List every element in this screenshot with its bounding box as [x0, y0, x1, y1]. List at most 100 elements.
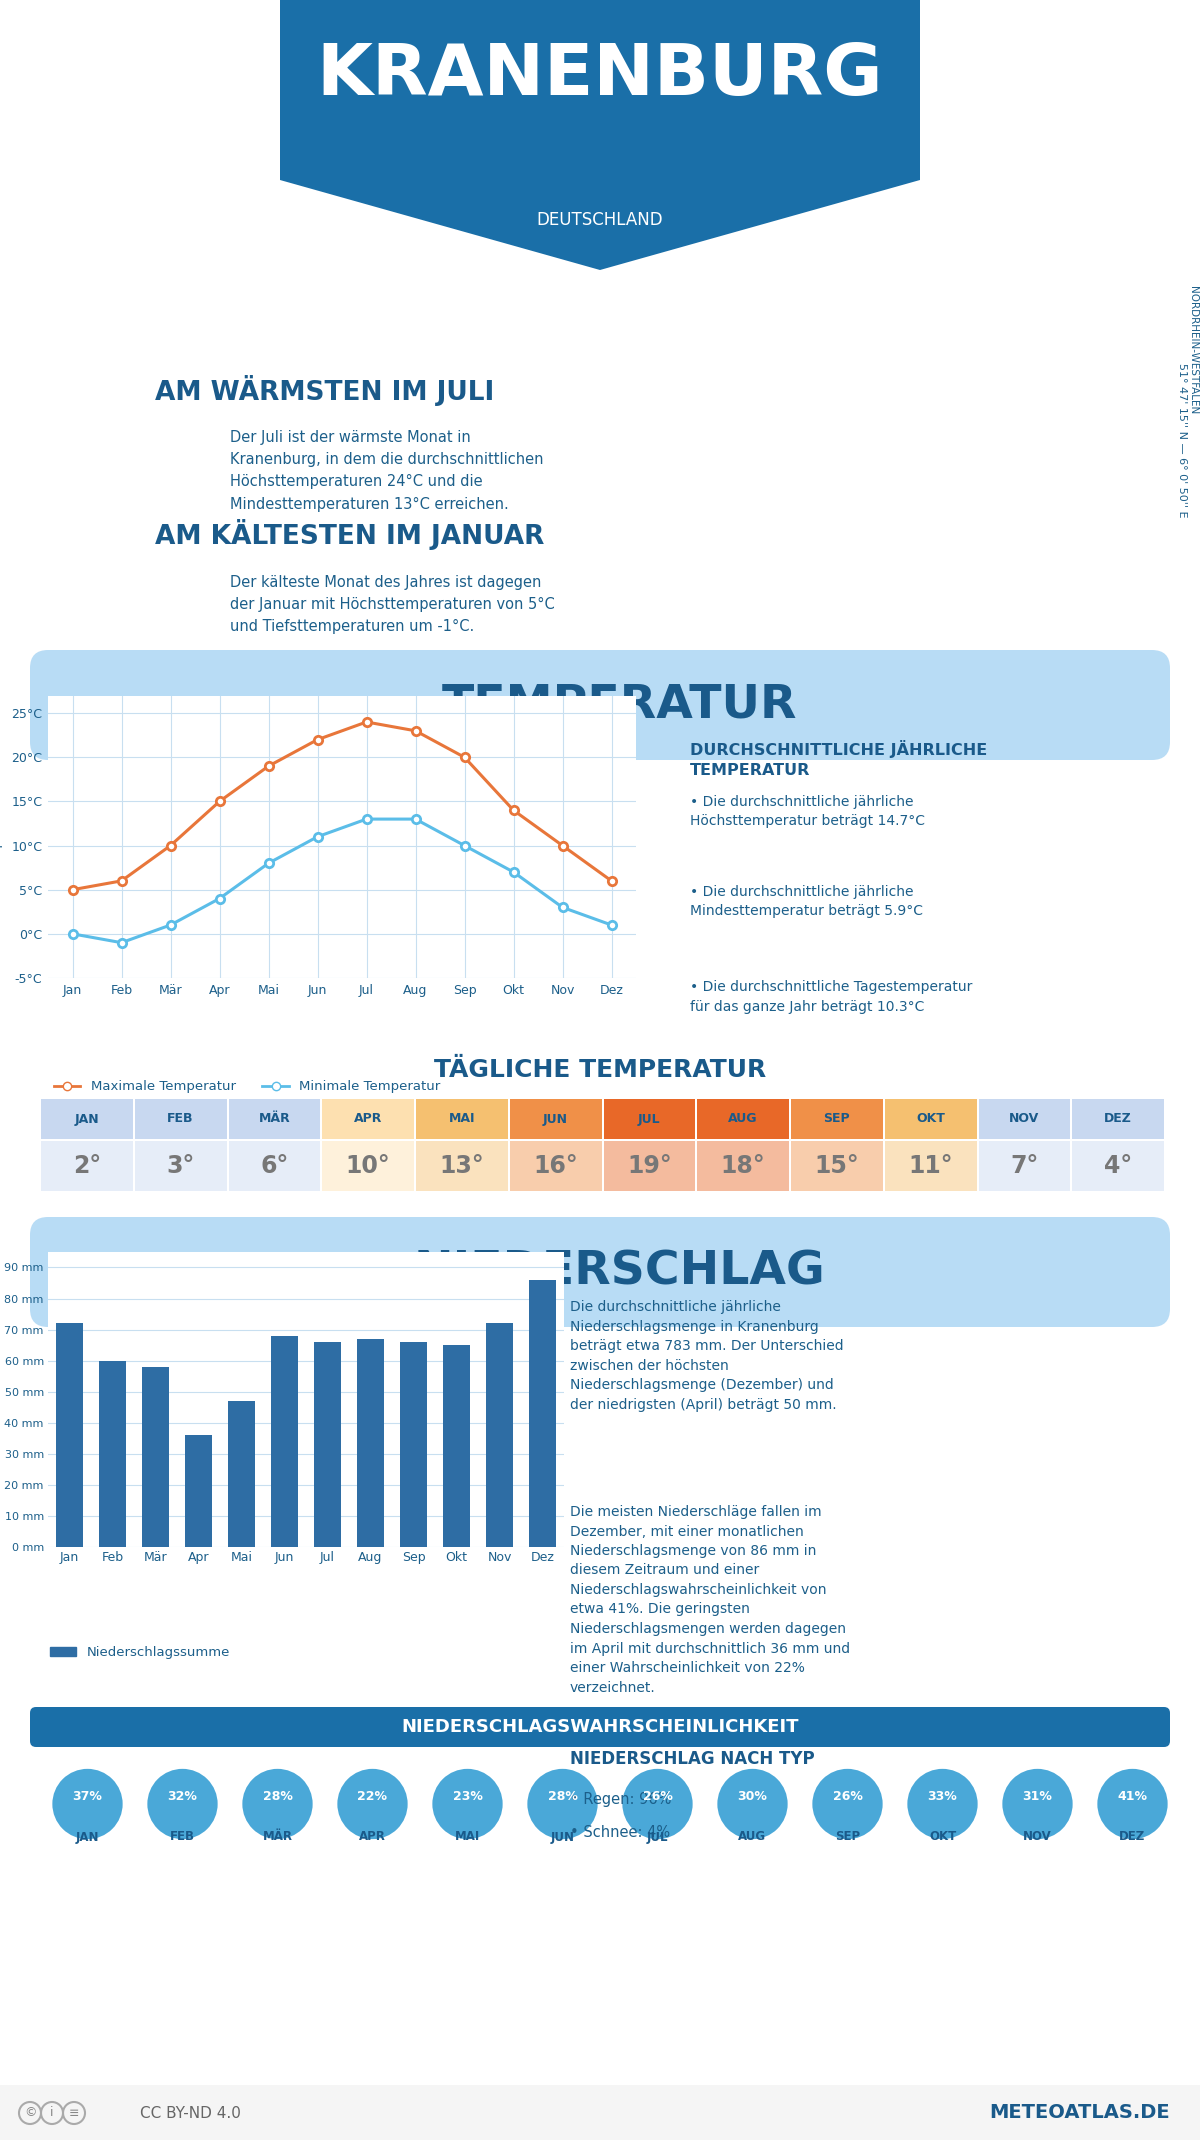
- Text: METEOATLAS.DE: METEOATLAS.DE: [989, 2104, 1170, 2123]
- Bar: [416, 1098, 508, 1141]
- Circle shape: [623, 1770, 692, 1838]
- Text: AUG: AUG: [738, 1830, 767, 1843]
- Bar: [416, 1141, 508, 1192]
- Text: APR: APR: [359, 1830, 386, 1843]
- Text: 26%: 26%: [642, 1791, 672, 1804]
- Bar: [323, 1098, 414, 1141]
- Bar: [0, 2084, 1200, 2140]
- Circle shape: [337, 1770, 408, 1838]
- Bar: [884, 1141, 977, 1192]
- Circle shape: [907, 1770, 978, 1838]
- Text: AUG: AUG: [728, 1113, 758, 1126]
- Text: AM KÄLTESTEN IM JANUAR: AM KÄLTESTEN IM JANUAR: [155, 520, 545, 550]
- Text: TEMPERATUR: TEMPERATUR: [443, 683, 798, 728]
- Bar: [510, 1098, 601, 1141]
- Bar: [356, 1340, 384, 1547]
- Text: AM WÄRMSTEN IM JULI: AM WÄRMSTEN IM JULI: [155, 374, 494, 404]
- Text: 15°: 15°: [815, 1153, 859, 1177]
- Bar: [528, 1280, 557, 1547]
- Bar: [134, 1141, 227, 1192]
- Text: 41%: 41%: [1117, 1791, 1147, 1804]
- Bar: [1073, 1098, 1164, 1141]
- Bar: [185, 1436, 212, 1547]
- Bar: [697, 1141, 790, 1192]
- Bar: [55, 1323, 84, 1547]
- Text: Der Juli ist der wärmste Monat in
Kranenburg, in dem die durchschnittlichen
Höch: Der Juli ist der wärmste Monat in Kranen…: [230, 430, 544, 511]
- Text: JAN: JAN: [74, 1113, 100, 1126]
- Text: OKT: OKT: [916, 1113, 946, 1126]
- Bar: [791, 1141, 883, 1192]
- Text: DEUTSCHLAND: DEUTSCHLAND: [536, 212, 664, 229]
- Bar: [443, 1346, 470, 1547]
- Text: 6°: 6°: [260, 1153, 288, 1177]
- Bar: [400, 1342, 427, 1547]
- Bar: [134, 1098, 227, 1141]
- Text: 18°: 18°: [721, 1153, 766, 1177]
- Bar: [270, 1335, 299, 1547]
- Text: KRANENBURG: KRANENBURG: [317, 41, 883, 109]
- Bar: [510, 1141, 601, 1192]
- Text: 30%: 30%: [738, 1791, 768, 1804]
- Polygon shape: [280, 0, 920, 270]
- Bar: [228, 1402, 256, 1547]
- Y-axis label: Temperatur: Temperatur: [0, 800, 4, 873]
- Text: NIEDERSCHLAG NACH TYP: NIEDERSCHLAG NACH TYP: [570, 1751, 815, 1768]
- Text: Die meisten Niederschläge fallen im
Dezember, mit einer monatlichen
Niederschlag: Die meisten Niederschläge fallen im Deze…: [570, 1504, 850, 1695]
- Text: NORDRHEIN-WESTFALEN: NORDRHEIN-WESTFALEN: [1188, 287, 1198, 415]
- Bar: [884, 1098, 977, 1141]
- Circle shape: [812, 1770, 883, 1838]
- Text: MÄR: MÄR: [258, 1113, 290, 1126]
- Text: ©: ©: [24, 2106, 36, 2119]
- Bar: [323, 1141, 414, 1192]
- Text: JUN: JUN: [551, 1830, 575, 1843]
- Text: MÄR: MÄR: [263, 1830, 293, 1843]
- Text: JUL: JUL: [638, 1113, 661, 1126]
- Text: JAN: JAN: [76, 1830, 100, 1843]
- Text: 28%: 28%: [547, 1791, 577, 1804]
- Bar: [604, 1098, 695, 1141]
- Text: 13°: 13°: [439, 1153, 485, 1177]
- Circle shape: [718, 1770, 787, 1838]
- Text: 16°: 16°: [533, 1153, 578, 1177]
- Text: MAI: MAI: [455, 1830, 480, 1843]
- Text: 28%: 28%: [263, 1791, 293, 1804]
- Circle shape: [148, 1770, 217, 1838]
- Text: • Schnee: 4%: • Schnee: 4%: [570, 1825, 670, 1840]
- Bar: [228, 1098, 320, 1141]
- Text: • Die durchschnittliche jährliche
Mindesttemperatur beträgt 5.9°C: • Die durchschnittliche jährliche Mindes…: [690, 886, 923, 918]
- Text: 51° 47' 15'' N — 6° 0' 50'' E: 51° 47' 15'' N — 6° 0' 50'' E: [1177, 364, 1187, 518]
- Bar: [98, 1361, 126, 1547]
- Bar: [142, 1367, 169, 1547]
- Circle shape: [432, 1770, 503, 1838]
- Text: 31%: 31%: [1022, 1791, 1052, 1804]
- Text: Die durchschnittliche jährliche
Niederschlagsmenge in Kranenburg
beträgt etwa 78: Die durchschnittliche jährliche Niedersc…: [570, 1299, 844, 1412]
- Text: 2°: 2°: [73, 1153, 101, 1177]
- Text: 32%: 32%: [168, 1791, 198, 1804]
- Bar: [41, 1141, 133, 1192]
- Text: NOV: NOV: [1009, 1113, 1039, 1126]
- Text: JUN: JUN: [544, 1113, 568, 1126]
- Text: 11°: 11°: [908, 1153, 953, 1177]
- Bar: [313, 1342, 342, 1547]
- Text: 4°: 4°: [1104, 1153, 1133, 1177]
- Bar: [697, 1098, 790, 1141]
- Bar: [41, 1098, 133, 1141]
- Text: OKT: OKT: [929, 1830, 956, 1843]
- Text: DEZ: DEZ: [1104, 1113, 1132, 1126]
- Text: NIEDERSCHLAG: NIEDERSCHLAG: [414, 1250, 826, 1295]
- Legend: Niederschlagssumme: Niederschlagssumme: [44, 1641, 235, 1665]
- Text: Der kälteste Monat des Jahres ist dagegen
der Januar mit Höchsttemperaturen von : Der kälteste Monat des Jahres ist dagege…: [230, 576, 554, 633]
- Text: SEP: SEP: [823, 1113, 850, 1126]
- Text: APR: APR: [354, 1113, 383, 1126]
- Text: FEB: FEB: [167, 1113, 194, 1126]
- Bar: [1073, 1141, 1164, 1192]
- Text: TÄGLICHE TEMPERATUR: TÄGLICHE TEMPERATUR: [434, 1057, 766, 1083]
- Circle shape: [527, 1770, 598, 1838]
- Text: JUL: JUL: [647, 1830, 668, 1843]
- Bar: [228, 1141, 320, 1192]
- Bar: [791, 1098, 883, 1141]
- Text: 19°: 19°: [628, 1153, 672, 1177]
- FancyBboxPatch shape: [30, 1218, 1170, 1327]
- Text: 10°: 10°: [346, 1153, 390, 1177]
- Bar: [604, 1141, 695, 1192]
